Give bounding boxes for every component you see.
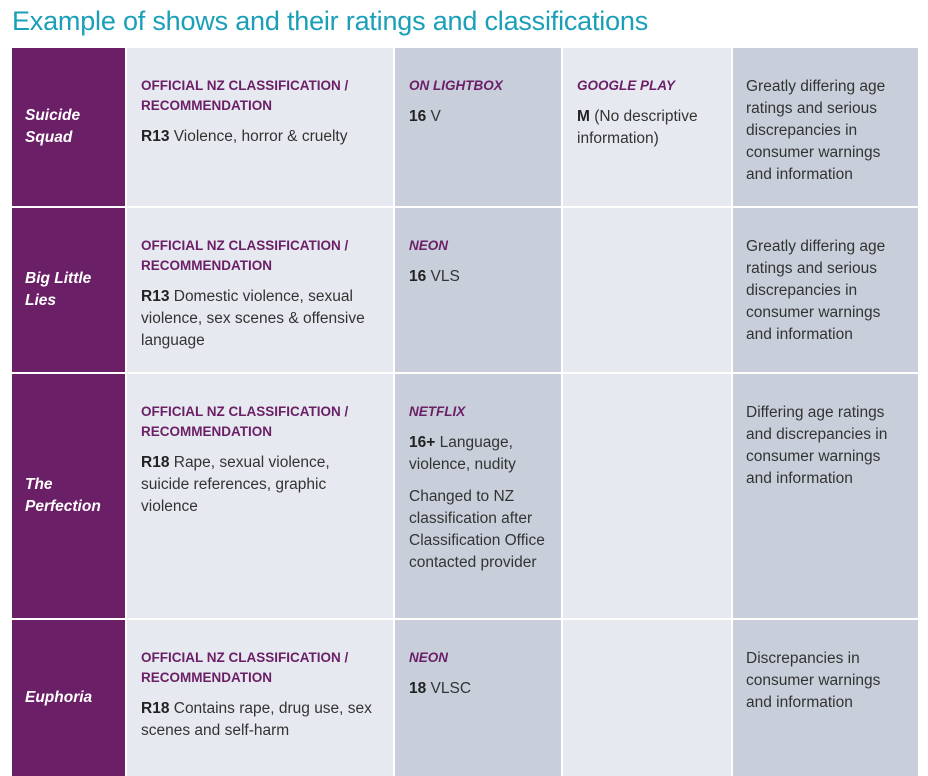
- rating-description: VLS: [426, 268, 460, 285]
- rating-description: V: [426, 108, 441, 125]
- table-row: Euphoria OFFICIAL NZ CLASSIFICATION / RE…: [12, 620, 918, 776]
- show-title: Euphoria: [12, 620, 125, 776]
- rating-description: Domestic violence, sexual violence, sex …: [141, 288, 365, 349]
- official-heading: OFFICIAL NZ CLASSIFICATION / RECOMMENDAT…: [141, 404, 349, 439]
- official-classification-cell: OFFICIAL NZ CLASSIFICATION / RECOMMENDAT…: [125, 620, 393, 776]
- official-rating: R13 Violence, horror & cruelty: [141, 126, 379, 148]
- official-rating: R18 Rape, sexual violence, suicide refer…: [141, 452, 379, 518]
- discrepancy-note: Discrepancies in consumer warnings and i…: [746, 650, 881, 711]
- provider-cell: NEON 16 VLS: [393, 208, 561, 374]
- provider-cell: NETFLIX 16+ Language, violence, nudity C…: [393, 374, 561, 620]
- show-title: The Perfection: [12, 374, 125, 620]
- provider-name: NEON: [409, 238, 449, 253]
- provider-rating: 16 V: [409, 106, 547, 128]
- show-title: Big Little Lies: [12, 208, 125, 374]
- provider-name: NEON: [409, 650, 449, 665]
- rating-code: R13: [141, 288, 170, 305]
- table-row: Suicide Squad OFFICIAL NZ CLASSIFICATION…: [12, 48, 918, 208]
- discrepancy-note-cell: Differing age ratings and discrepancies …: [731, 374, 918, 620]
- provider-rating: M (No descriptive information): [577, 106, 717, 150]
- rating-description: VLSC: [426, 680, 472, 697]
- table-row: Big Little Lies OFFICIAL NZ CLASSIFICATI…: [12, 208, 918, 374]
- official-heading: OFFICIAL NZ CLASSIFICATION / RECOMMENDAT…: [141, 78, 349, 113]
- ratings-table: Suicide Squad OFFICIAL NZ CLASSIFICATION…: [12, 48, 918, 776]
- rating-description: Contains rape, drug use, sex scenes and …: [141, 700, 372, 739]
- rating-code: R18: [141, 700, 170, 717]
- rating-code: 16: [409, 268, 427, 285]
- rating-code: M: [577, 108, 590, 125]
- rating-description: Rape, sexual violence, suicide reference…: [141, 454, 330, 515]
- provider-rating: 18 VLSC: [409, 678, 547, 700]
- official-classification-cell: OFFICIAL NZ CLASSIFICATION / RECOMMENDAT…: [125, 48, 393, 208]
- official-classification-cell: OFFICIAL NZ CLASSIFICATION / RECOMMENDAT…: [125, 208, 393, 374]
- discrepancy-note-cell: Greatly differing age ratings and seriou…: [731, 208, 918, 374]
- official-heading: OFFICIAL NZ CLASSIFICATION / RECOMMENDAT…: [141, 238, 349, 273]
- table-row: The Perfection OFFICIAL NZ CLASSIFICATIO…: [12, 374, 918, 620]
- rating-description: (No descriptive information): [577, 108, 698, 147]
- provider-rating: 16+ Language, violence, nudity: [409, 432, 547, 476]
- rating-code: R18: [141, 454, 170, 471]
- discrepancy-note-cell: Greatly differing age ratings and seriou…: [731, 48, 918, 208]
- provider-cell: [561, 208, 731, 374]
- provider-cell: GOOGLE PLAY M (No descriptive informatio…: [561, 48, 731, 208]
- rating-description: Language, violence, nudity: [409, 434, 516, 473]
- provider-cell: ON LIGHTBOX 16 V: [393, 48, 561, 208]
- official-rating: R18 Contains rape, drug use, sex scenes …: [141, 698, 379, 742]
- provider-cell: NEON 18 VLSC: [393, 620, 561, 776]
- provider-name: GOOGLE PLAY: [577, 78, 676, 93]
- discrepancy-note: Greatly differing age ratings and seriou…: [746, 238, 886, 343]
- rating-code: R13: [141, 128, 170, 145]
- official-rating: R13 Domestic violence, sexual violence, …: [141, 286, 379, 352]
- provider-name: ON LIGHTBOX: [409, 78, 503, 93]
- rating-code: 16: [409, 108, 427, 125]
- rating-code: 18: [409, 680, 427, 697]
- discrepancy-note: Differing age ratings and discrepancies …: [746, 404, 888, 487]
- provider-rating: 16 VLS: [409, 266, 547, 288]
- page-title: Example of shows and their ratings and c…: [12, 6, 649, 36]
- official-classification-cell: OFFICIAL NZ CLASSIFICATION / RECOMMENDAT…: [125, 374, 393, 620]
- discrepancy-note-cell: Discrepancies in consumer warnings and i…: [731, 620, 918, 776]
- show-title: Suicide Squad: [12, 48, 125, 208]
- provider-cell: [561, 374, 731, 620]
- provider-name: NETFLIX: [409, 404, 466, 419]
- provider-cell: [561, 620, 731, 776]
- discrepancy-note: Greatly differing age ratings and seriou…: [746, 78, 886, 183]
- official-heading: OFFICIAL NZ CLASSIFICATION / RECOMMENDAT…: [141, 650, 349, 685]
- rating-description: Violence, horror & cruelty: [169, 128, 348, 145]
- provider-extra-note: Changed to NZ classification after Class…: [409, 488, 545, 571]
- rating-code: 16+: [409, 434, 436, 451]
